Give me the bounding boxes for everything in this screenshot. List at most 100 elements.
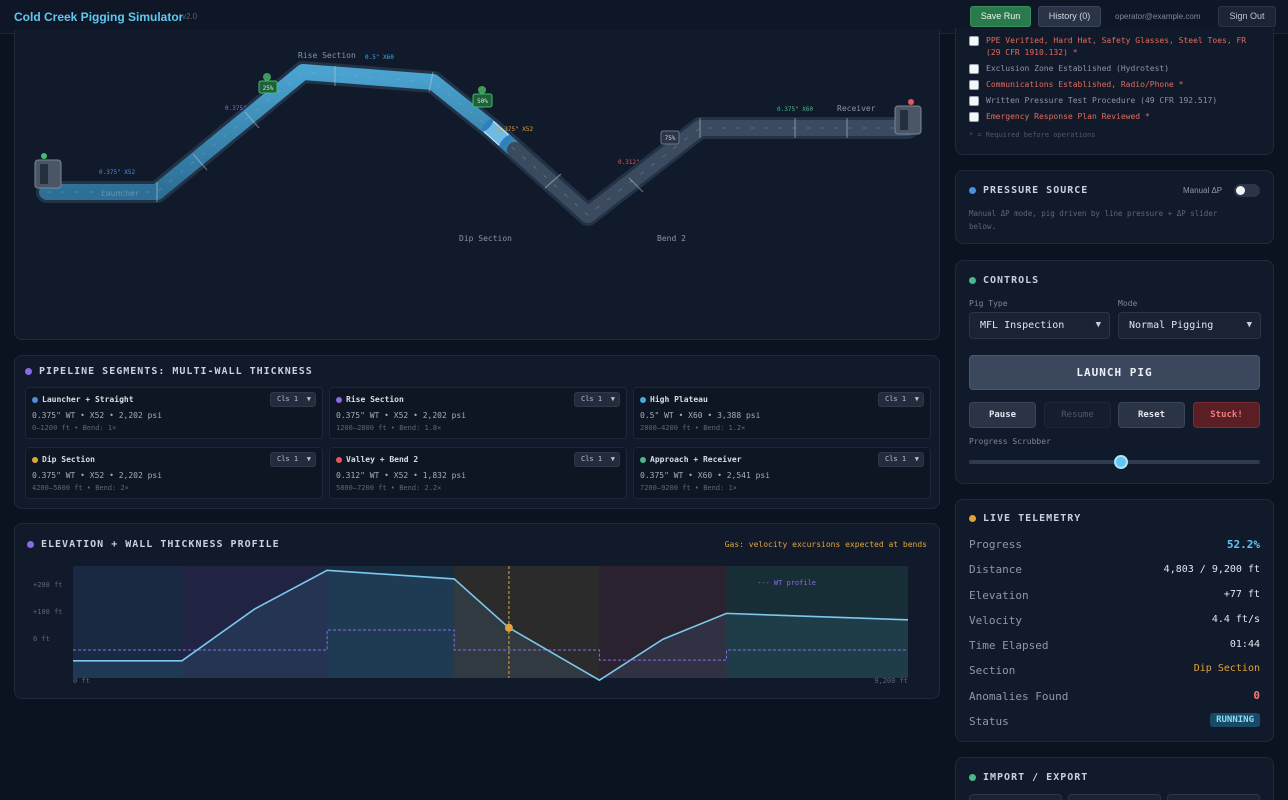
import-export-button[interactable] <box>1068 794 1161 800</box>
class-select[interactable]: Cls 1 ▼ <box>878 392 924 407</box>
segment-range: 1200–2800 ft • Bend: 1.8× <box>336 424 442 432</box>
checkbox[interactable] <box>969 80 979 90</box>
elevation-area <box>73 570 908 681</box>
mode-label: Mode <box>1118 299 1138 308</box>
segment-color-dot-icon <box>336 396 342 403</box>
manual-dp-toggle[interactable] <box>1234 184 1260 197</box>
telemetry-label: Section <box>969 664 1016 677</box>
segment-spec: 0.375" WT • X52 • 2,202 psi <box>32 411 163 420</box>
spec-label-plateau: 0.5" X60 <box>365 54 394 61</box>
label-dip-section: Dip Section <box>459 234 512 243</box>
safety-checklist-panel: PPE Verified, Hard Hat, Safety Glasses, … <box>955 28 1274 155</box>
label-receiver: Receiver <box>837 104 876 113</box>
sign-out-button[interactable]: Sign Out <box>1218 6 1276 27</box>
checkbox[interactable] <box>969 36 979 46</box>
class-select[interactable]: Cls 1 ▼ <box>270 392 316 407</box>
marker-75: 75% <box>665 135 676 142</box>
x-start-label: 0 ft <box>73 677 90 685</box>
class-select[interactable]: Cls 1 ▼ <box>574 452 620 467</box>
pressure-title: PRESSURE SOURCE <box>969 185 1088 196</box>
segment-band <box>73 566 182 678</box>
telemetry-label: Elevation <box>969 589 1029 602</box>
pipe-remaining <box>507 120 916 223</box>
telemetry-label: Anomalies Found <box>969 690 1069 703</box>
y-tick-label: +100 ft <box>33 608 63 616</box>
controls-panel: CONTROLS Pig Type MFL Inspection ▼ Mode N… <box>955 260 1274 484</box>
chevron-down-icon: ▼ <box>306 395 311 403</box>
label-rise-section: Rise Section <box>298 51 356 60</box>
y-tick-label: +200 ft <box>33 581 63 589</box>
segment-range: 7200–9200 ft • Bend: 1× <box>640 484 737 492</box>
checklist-footnote: * = Required before operations <box>969 131 1096 139</box>
elevation-chart: +200 ft +100 ft 0 ft 0 ft 9,200 ft --- W… <box>33 566 909 685</box>
chevron-down-icon: ▼ <box>306 455 311 463</box>
elevation-panel: ELEVATION + WALL THICKNESS PROFILE Gas: … <box>14 523 940 699</box>
segment-spec: 0.312" WT • X52 • 1,832 psi <box>336 471 467 480</box>
spec-label-valley: 0.312" <box>618 159 640 166</box>
spec-label-rise: 0.375" <box>225 105 247 112</box>
section-dot-icon <box>969 773 976 781</box>
pipeline-diagram: 25% 50% 75% Rise Section Dip Section Ben… <box>34 51 922 243</box>
app-title: Cold Creek Pigging Simulator <box>14 10 184 24</box>
segment-range: 4200–5800 ft • Bend: 2× <box>32 484 129 492</box>
progress-scrubber-label: Progress Scrubber <box>969 437 1051 446</box>
segments-panel: PIPELINE SEGMENTS: MULTI-WALL THICKNESS … <box>14 355 940 509</box>
segment-spec: 0.375" WT • X60 • 2,541 psi <box>640 471 771 480</box>
spec-label-launcher: 0.375" X52 <box>99 169 136 176</box>
segment-band <box>726 566 908 678</box>
stuck-button[interactable]: Stuck! <box>1193 402 1260 428</box>
telemetry-label: Velocity <box>969 614 1022 627</box>
label-bend-2: Bend 2 <box>657 234 686 243</box>
chevron-down-icon: ▼ <box>610 395 615 403</box>
status-badge: RUNNING <box>1210 713 1260 727</box>
segment-card-launcher: Launcher + Straight Cls 1 ▼ 0.375" WT • X… <box>25 387 323 439</box>
launch-pig-button[interactable]: LAUNCH PIG <box>969 355 1260 390</box>
pause-button[interactable]: Pause <box>969 402 1036 428</box>
resume-button[interactable]: Resume <box>1044 402 1111 428</box>
save-run-button[interactable]: Save Run <box>970 6 1031 27</box>
import-export-button[interactable] <box>969 794 1062 800</box>
chevron-down-icon: ▼ <box>1246 320 1252 330</box>
segment-color-dot-icon <box>640 456 646 463</box>
section-dot-icon <box>969 514 976 522</box>
segment-color-dot-icon <box>32 456 38 463</box>
spec-label-dip: 0.375" X52 <box>497 126 534 133</box>
checkbox[interactable] <box>969 64 979 74</box>
manual-dp-label: Manual ΔP <box>1183 186 1223 195</box>
y-tick-label: 0 ft <box>33 635 50 643</box>
checkbox[interactable] <box>969 112 979 122</box>
telemetry-title: LIVE TELEMETRY <box>969 513 1081 524</box>
current-position-marker <box>504 623 513 632</box>
checkbox[interactable] <box>969 96 979 106</box>
chevron-down-icon: ▼ <box>610 455 615 463</box>
segment-range: 0–1200 ft • Bend: 1× <box>32 424 117 432</box>
chevron-down-icon: ▼ <box>914 455 919 463</box>
telemetry-elevation-value: +77 ft <box>1223 589 1260 600</box>
spec-label-approach: 0.375" X60 <box>777 106 814 113</box>
import-export-title: IMPORT / EXPORT <box>969 772 1088 783</box>
progress-scrubber-handle[interactable] <box>1113 455 1128 469</box>
reset-button[interactable]: Reset <box>1118 402 1185 428</box>
segment-card-valley: Valley + Bend 2 Cls 1 ▼ 0.312" WT • X52 •… <box>329 447 627 499</box>
mode-select[interactable]: Normal Pigging ▼ <box>1118 312 1261 339</box>
segment-band <box>327 566 455 678</box>
segment-color-dot-icon <box>640 396 646 403</box>
import-export-button[interactable] <box>1167 794 1260 800</box>
class-select[interactable]: Cls 1 ▼ <box>878 452 924 467</box>
chevron-down-icon: ▼ <box>1095 320 1101 330</box>
app-version: v2.0 <box>182 12 198 21</box>
pressure-description-line2: below. <box>969 222 997 231</box>
segment-card-approach: Approach + Receiver Cls 1 ▼ 0.375" WT • X… <box>633 447 931 499</box>
segment-card-plateau: High Plateau Cls 1 ▼ 0.5" WT • X60 • 3,38… <box>633 387 931 439</box>
class-select[interactable]: Cls 1 ▼ <box>574 392 620 407</box>
section-dot-icon <box>25 367 32 375</box>
pressure-source-panel: PRESSURE SOURCE Manual ΔP Manual ΔP mode… <box>955 170 1274 244</box>
pig-type-select[interactable]: MFL Inspection ▼ <box>969 312 1110 339</box>
telemetry-anomalies-value: 0 <box>1253 689 1260 702</box>
segments-title: PIPELINE SEGMENTS: MULTI-WALL THICKNESS <box>25 366 313 377</box>
import-export-panel: IMPORT / EXPORT <box>955 757 1274 800</box>
history-button[interactable]: History (0) <box>1038 6 1101 27</box>
class-select[interactable]: Cls 1 ▼ <box>270 452 316 467</box>
segment-color-dot-icon <box>336 456 342 463</box>
telemetry-label: Time Elapsed <box>969 639 1049 652</box>
